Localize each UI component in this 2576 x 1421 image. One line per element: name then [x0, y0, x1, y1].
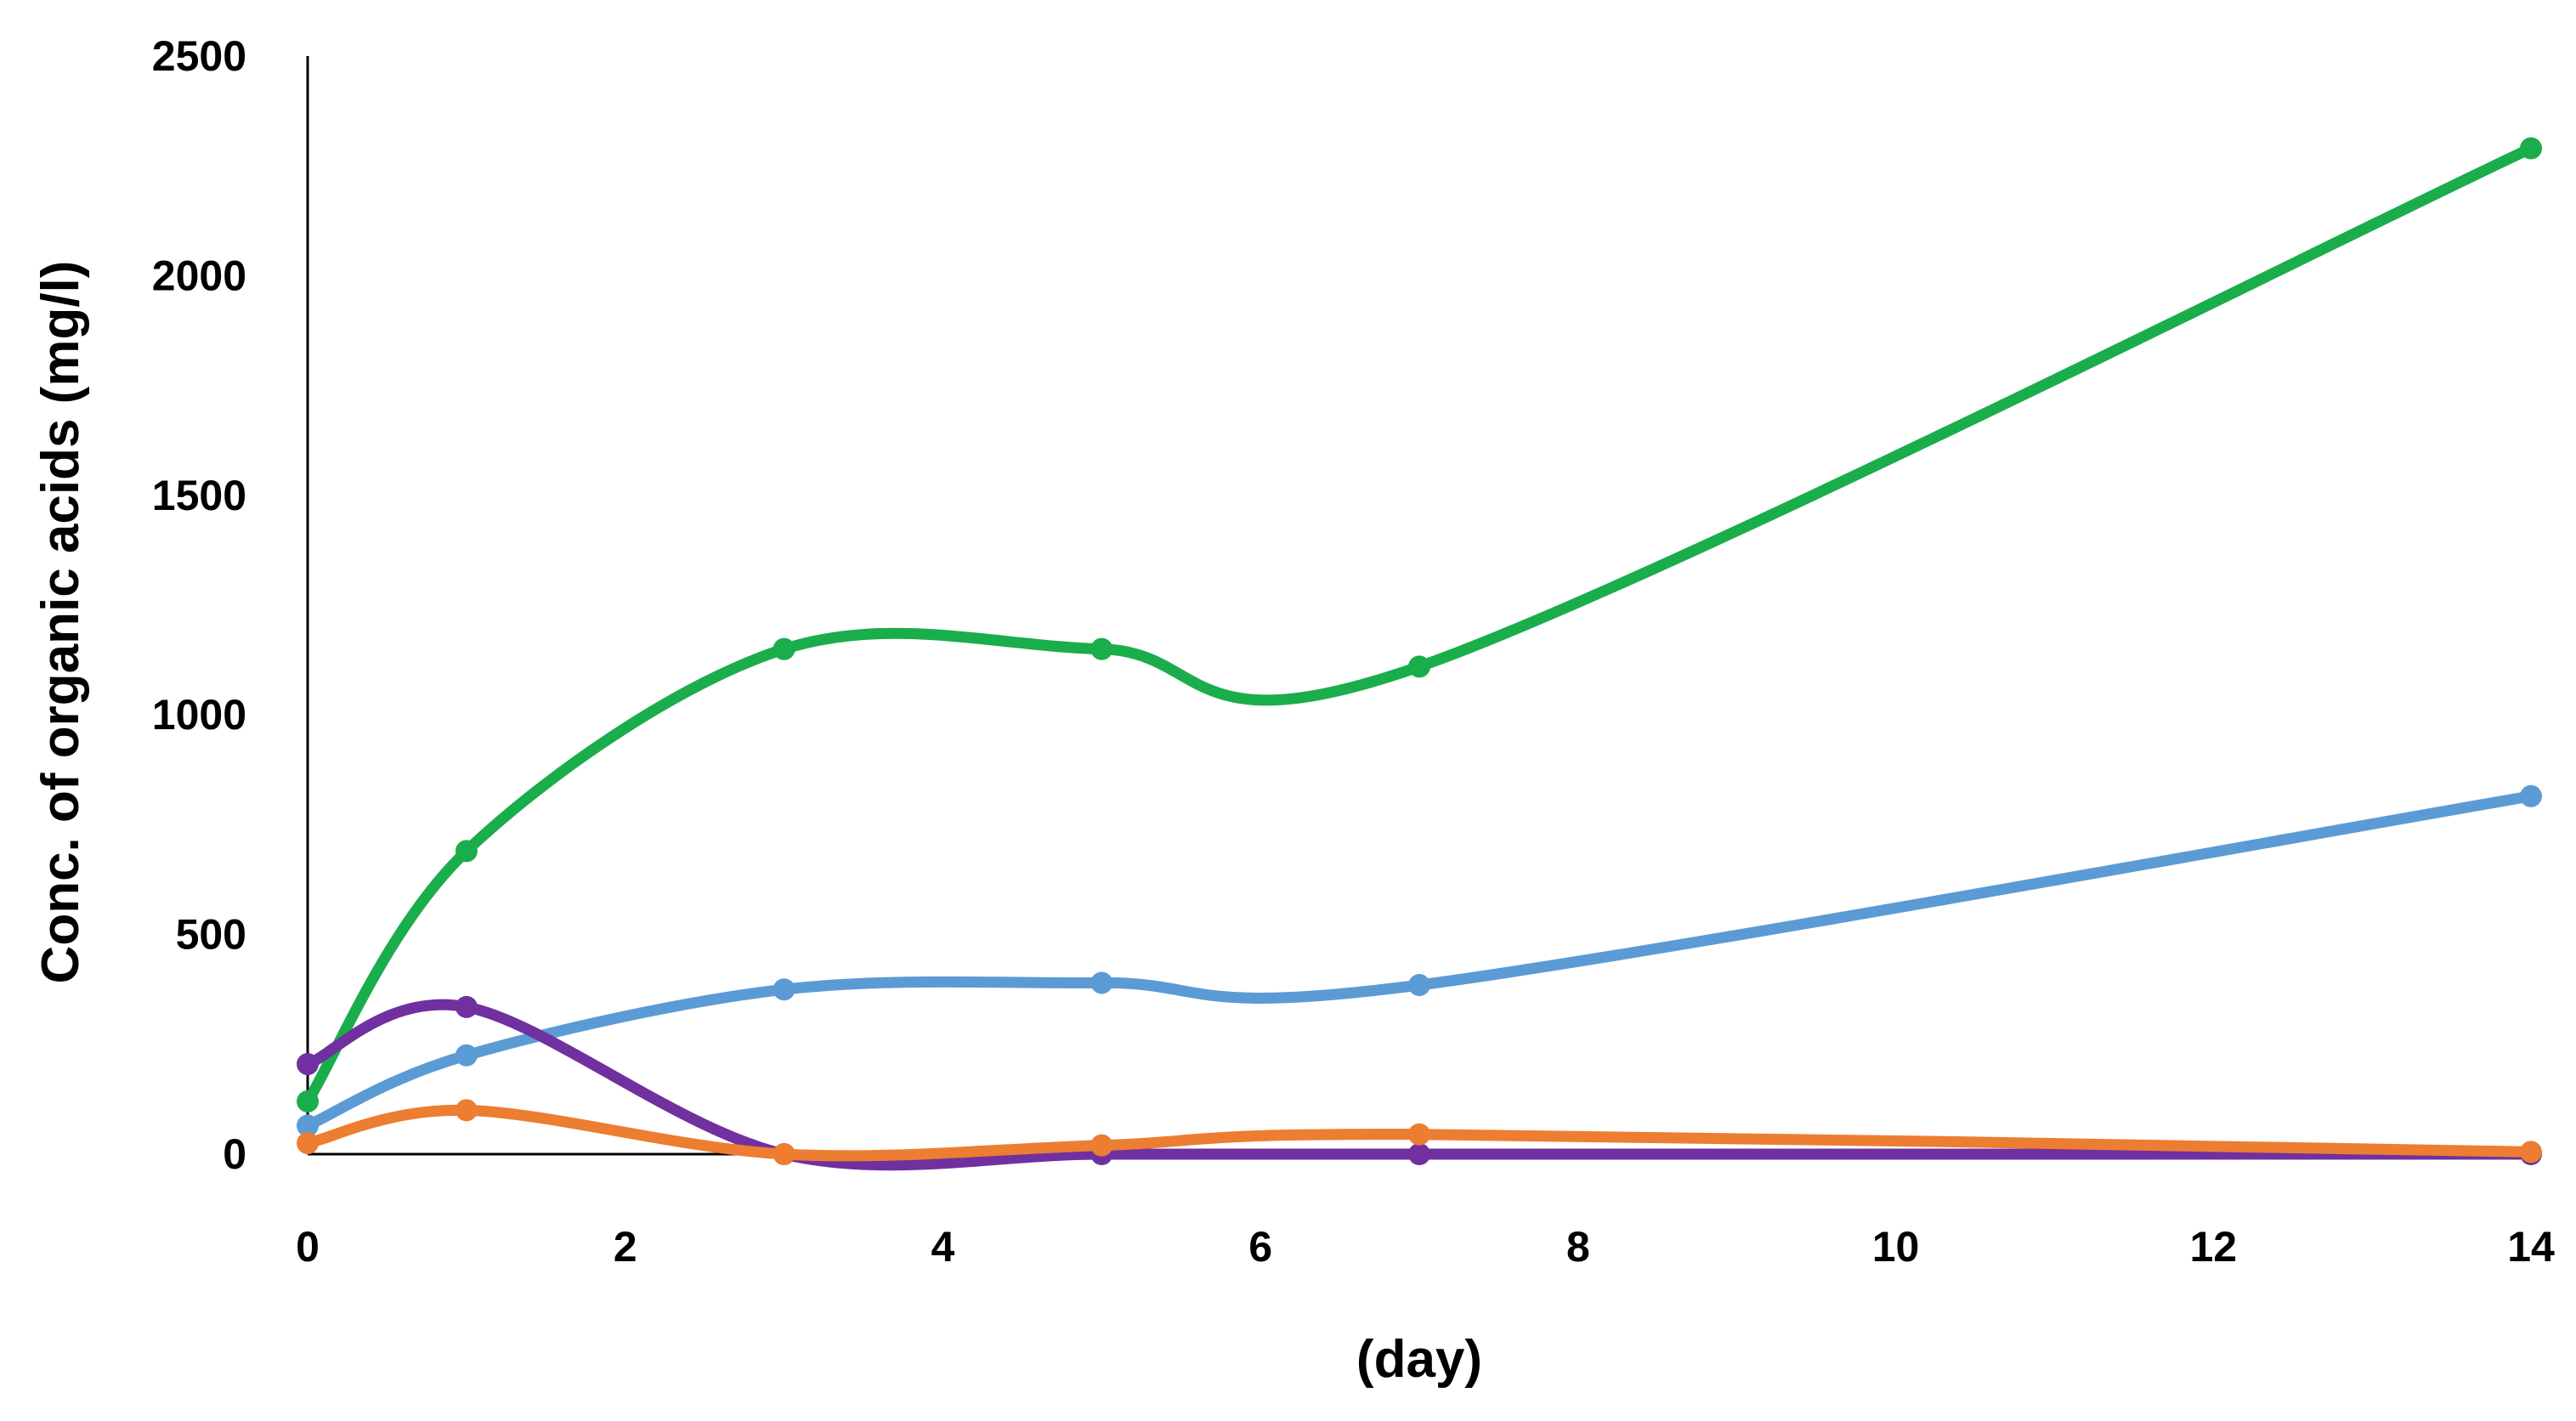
y-axis-title: Conc. of organic acids (mg/l)	[31, 261, 90, 984]
data-point	[773, 1143, 795, 1165]
x-tick-label: 14	[2507, 1223, 2555, 1271]
series-2	[297, 784, 2542, 1137]
data-point	[1408, 1143, 1430, 1165]
series-4	[297, 1099, 2542, 1165]
x-tick-label: 12	[2189, 1223, 2237, 1271]
series-1	[297, 137, 2542, 1112]
data-point	[297, 1053, 319, 1076]
data-point	[1090, 1134, 1113, 1157]
data-point	[297, 1114, 319, 1137]
data-point	[2520, 1141, 2542, 1163]
x-tick-label: 0	[296, 1223, 320, 1271]
data-point	[1090, 971, 1113, 994]
x-tick-label: 2	[614, 1223, 637, 1271]
x-tick-label: 8	[1566, 1223, 1590, 1271]
data-point	[455, 840, 478, 863]
data-point	[2520, 137, 2542, 160]
data-point	[1090, 637, 1113, 660]
data-point	[455, 995, 478, 1018]
y-tick-label: 1500	[152, 472, 246, 519]
data-point	[297, 1132, 319, 1155]
data-point	[773, 637, 795, 660]
series-group	[297, 137, 2542, 1171]
data-point	[455, 1099, 478, 1122]
series-line	[302, 790, 2537, 1131]
y-tick-label: 1000	[152, 691, 246, 739]
y-tick-labels: 0 500 1000 1500 2000 2500	[152, 32, 246, 1178]
y-tick-label: 2500	[152, 32, 246, 80]
data-point	[455, 1044, 478, 1067]
x-tick-labels: 0 2 4 6 8 10 12 14	[296, 1223, 2555, 1271]
x-axis-title: (day)	[1356, 1330, 1482, 1389]
data-point	[773, 978, 795, 1001]
data-point	[1408, 1123, 1430, 1146]
x-tick-label: 10	[1872, 1223, 1920, 1271]
y-tick-label: 2000	[152, 252, 246, 299]
data-point	[2520, 784, 2542, 807]
data-point	[297, 1090, 319, 1112]
x-tick-label: 4	[931, 1223, 955, 1271]
data-point	[1408, 974, 1430, 997]
y-tick-label: 0	[223, 1130, 246, 1178]
y-tick-label: 500	[176, 911, 246, 959]
data-point	[1408, 655, 1430, 678]
x-tick-label: 6	[1248, 1223, 1272, 1271]
series-line	[302, 143, 2537, 1107]
